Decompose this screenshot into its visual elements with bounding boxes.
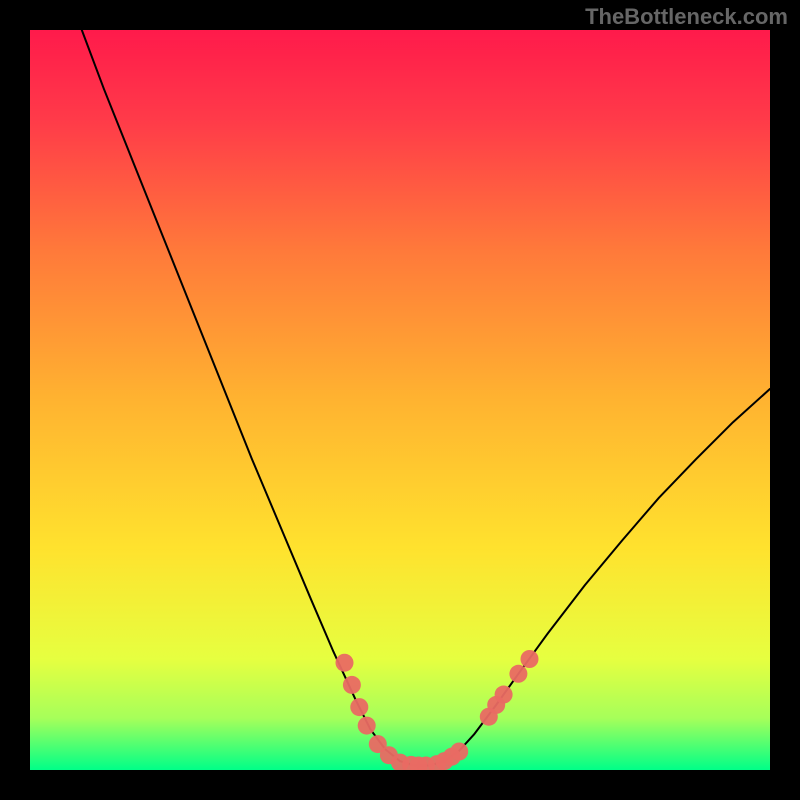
watermark-text: TheBottleneck.com	[585, 4, 788, 30]
scatter-point	[521, 650, 539, 668]
scatter-point	[450, 743, 468, 761]
scatter-point	[336, 654, 354, 672]
scatter-group	[336, 650, 539, 770]
scatter-point	[358, 717, 376, 735]
bottleneck-curve	[82, 30, 770, 766]
scatter-point	[343, 676, 361, 694]
scatter-point	[509, 665, 527, 683]
scatter-point	[495, 686, 513, 704]
scatter-point	[350, 698, 368, 716]
chart-svg-layer	[30, 30, 770, 770]
plot-area	[30, 30, 770, 770]
